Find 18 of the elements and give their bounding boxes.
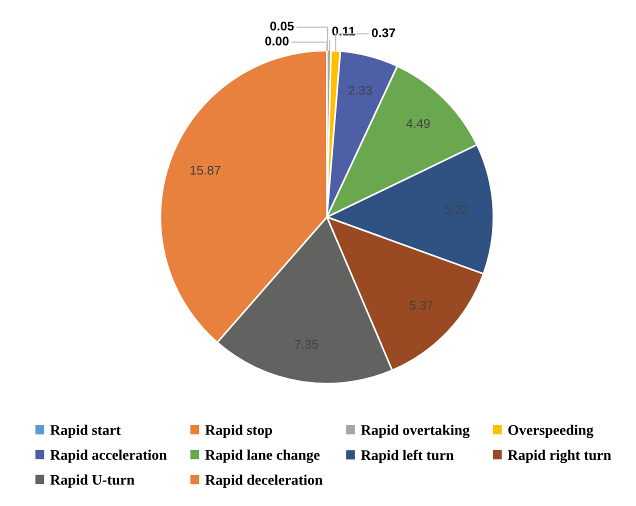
legend-label: Overspeeding xyxy=(508,424,594,438)
legend-label: Rapid start xyxy=(50,424,121,438)
legend-label: Rapid right turn xyxy=(508,450,612,464)
legend-label: Rapid acceleration xyxy=(50,450,167,463)
legend-label: Rapid lane change xyxy=(205,450,320,463)
legend-label: Rapid stop xyxy=(205,424,272,438)
legend-label: Rapid U-turn xyxy=(50,474,134,488)
legend-label: Rapid left turn xyxy=(360,450,454,464)
data-label: 2.33 xyxy=(348,86,372,95)
legend-label: Rapid overtaking xyxy=(360,424,470,438)
legend-label: Rapid deceleration xyxy=(205,474,323,488)
text: 0.00 xyxy=(265,36,289,46)
data-label: 5.22 xyxy=(445,205,468,214)
data-label: 5.37 xyxy=(410,300,433,310)
data-label: 15.87 xyxy=(190,166,220,175)
data-label: 0.05 xyxy=(270,22,294,31)
data-label: 0.37 xyxy=(372,28,396,38)
data-label: 4.49 xyxy=(406,119,430,128)
